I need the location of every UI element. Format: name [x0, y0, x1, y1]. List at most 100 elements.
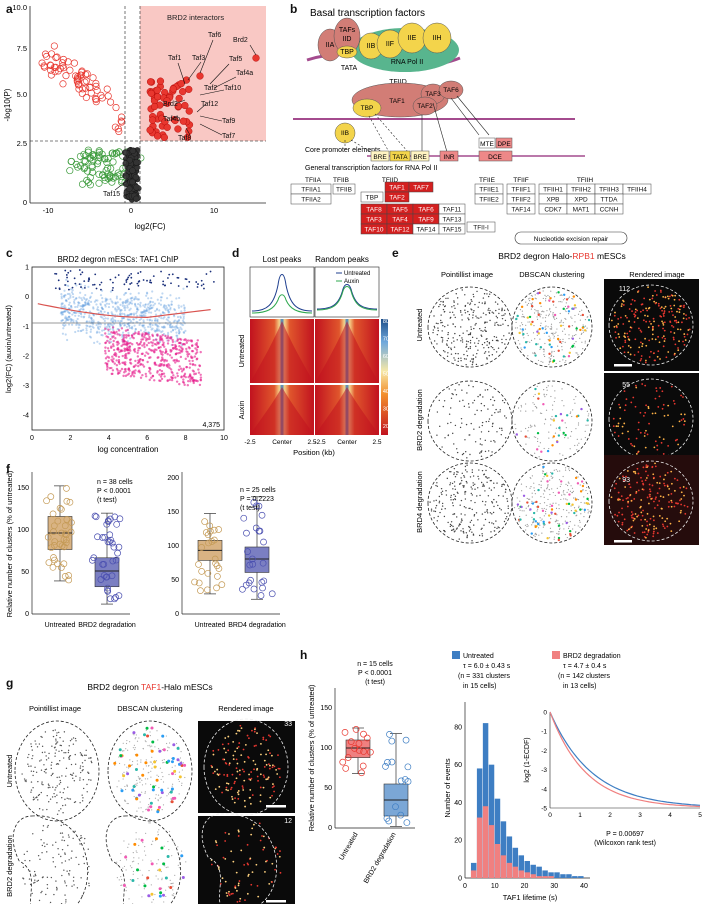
rendered-point — [646, 496, 649, 499]
box-point — [104, 584, 112, 592]
ma-point — [119, 309, 122, 312]
ma-point — [149, 300, 152, 303]
localization-point — [56, 785, 58, 787]
ma-point — [110, 311, 113, 314]
localization-point — [560, 319, 562, 321]
ma-point — [130, 282, 133, 284]
rendered-image — [604, 373, 699, 465]
ma-point — [181, 380, 185, 384]
rendered-point — [644, 446, 647, 449]
localization-point — [467, 340, 469, 343]
c-xtick: 4 — [107, 435, 111, 442]
localization-point — [583, 483, 585, 485]
ma-point — [184, 329, 187, 332]
localization-point — [454, 424, 457, 427]
localization-point — [564, 298, 566, 300]
localization-point — [464, 294, 466, 296]
ma-point — [169, 337, 173, 340]
localization-point — [485, 501, 487, 503]
localization-point — [474, 441, 477, 443]
ma-point — [178, 382, 181, 386]
localization-point — [141, 779, 143, 781]
localization-point — [540, 360, 542, 363]
hist-bar — [524, 861, 530, 878]
box-point — [259, 584, 266, 592]
localization-point — [471, 336, 474, 339]
localization-point — [453, 314, 455, 316]
localization-point — [436, 343, 438, 345]
gtf-cell-label: TAF14 — [511, 207, 530, 214]
ma-point — [171, 326, 174, 329]
rendered-point — [643, 432, 646, 434]
localization-point — [494, 526, 496, 529]
ma-point — [83, 284, 87, 288]
localization-point — [587, 499, 590, 501]
e-col: DBSCAN clustering — [519, 270, 584, 279]
rendered-point — [685, 318, 688, 320]
volcano-point — [59, 55, 68, 63]
hist-bar — [554, 872, 560, 878]
localization-point — [487, 309, 489, 311]
localization-point — [125, 748, 127, 750]
ma-point — [129, 297, 132, 300]
localization-point — [496, 527, 498, 530]
localization-point — [157, 775, 160, 778]
rendered-point — [249, 857, 252, 860]
ma-point — [165, 363, 169, 367]
ma-point — [149, 356, 152, 359]
volcano-point — [82, 152, 90, 160]
ma-point — [184, 357, 187, 361]
ma-point — [145, 339, 148, 342]
localization-point — [461, 519, 463, 522]
cluster-point — [113, 761, 117, 765]
ma-point — [162, 341, 165, 344]
cluster-point — [550, 504, 554, 508]
volcano-point — [252, 54, 260, 62]
ma-point — [82, 315, 86, 318]
localization-point — [540, 322, 542, 324]
rendered-point — [221, 743, 224, 746]
rendered-point — [662, 323, 665, 326]
rendered-point — [253, 745, 256, 747]
ma-point — [148, 319, 151, 322]
point-label: Taf4a — [236, 70, 253, 77]
cluster-point — [575, 327, 578, 330]
rendered-point — [231, 795, 233, 798]
localization-point — [444, 351, 446, 353]
localization-point — [48, 752, 50, 755]
localization-point — [486, 477, 489, 479]
rendered-point — [652, 328, 654, 331]
localization-point — [548, 437, 550, 439]
rendered-point — [656, 355, 659, 358]
ma-point — [141, 324, 144, 327]
cluster-point — [161, 734, 165, 738]
rendered-point — [225, 751, 227, 754]
ma-point — [108, 325, 111, 329]
cluster-point — [541, 509, 545, 513]
localization-point — [541, 532, 543, 534]
localization-point — [62, 757, 65, 759]
localization-point — [539, 348, 541, 350]
localization-point — [84, 837, 86, 840]
localization-point — [88, 882, 90, 885]
cluster-point — [546, 480, 549, 483]
localization-point — [464, 498, 467, 500]
ma-point — [154, 330, 157, 333]
localization-point — [559, 339, 561, 341]
localization-point — [157, 799, 159, 801]
cluster-point — [536, 330, 539, 333]
ma-point — [161, 333, 164, 337]
rendered-point — [656, 492, 659, 495]
ma-point — [70, 319, 73, 322]
localization-point — [575, 396, 577, 398]
rendered-point — [259, 794, 262, 797]
volcano-point — [59, 80, 67, 88]
localization-point — [452, 513, 454, 516]
localization-point — [443, 515, 446, 518]
rendered-point — [630, 514, 633, 517]
ma-point — [177, 351, 180, 355]
localization-point — [488, 341, 491, 344]
a-ytick: 10.0 — [12, 3, 27, 12]
ma-point — [64, 315, 67, 318]
rendered-point — [659, 475, 662, 478]
